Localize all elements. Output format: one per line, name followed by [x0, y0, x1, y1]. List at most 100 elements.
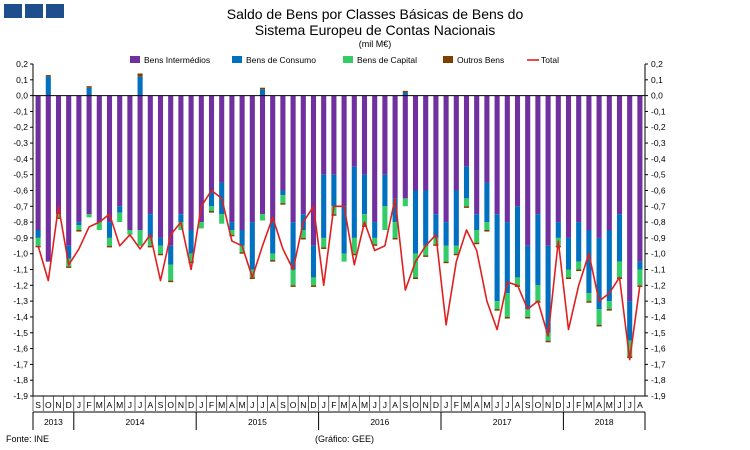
bar-segment — [76, 225, 82, 230]
bar-segment — [178, 214, 184, 223]
bar-segment — [596, 324, 602, 327]
bar-segment — [423, 255, 429, 257]
bar-segment — [280, 203, 286, 205]
bar-segment — [423, 95, 429, 191]
x-tick-label: S — [280, 400, 286, 410]
bar-segment — [229, 222, 235, 230]
x-tick-label: M — [96, 400, 103, 410]
bar-segment — [270, 222, 276, 254]
bar-segment — [229, 230, 235, 235]
bar-segment — [402, 92, 408, 96]
bar-segment — [219, 214, 225, 224]
y-tick-label-left: -1,4 — [13, 312, 28, 322]
bar-segment — [576, 261, 582, 270]
bar-segment — [361, 174, 368, 215]
x-tick-label: F — [86, 400, 91, 410]
x-tick-label: J — [199, 400, 203, 410]
bar-segment — [321, 95, 327, 175]
bar-segment — [86, 95, 92, 215]
bar-segment — [331, 214, 337, 216]
credit-label: (Gráfico: GEE) — [315, 434, 375, 444]
y-tick-label-right: -0,9 — [651, 233, 666, 243]
bar-segment — [627, 95, 633, 302]
bar-segment — [76, 222, 82, 226]
bar-segment — [412, 277, 419, 280]
legend-label: Bens de Consumo — [246, 55, 316, 65]
x-tick-label: S — [525, 400, 531, 410]
x-tick-label: M — [585, 400, 592, 410]
bar-segment — [147, 95, 153, 215]
y-tick-label-right: -1,0 — [651, 249, 666, 259]
y-tick-label-right: 0,2 — [651, 59, 663, 69]
bar-segment — [137, 73, 143, 77]
bar-segment — [290, 285, 296, 287]
y-tick-label-right: -0,5 — [651, 170, 666, 180]
bar-segment — [392, 237, 398, 240]
x-tick-label: J — [128, 400, 132, 410]
legend-swatch — [443, 56, 453, 63]
x-tick-label: F — [331, 400, 336, 410]
bar-segment — [443, 261, 449, 264]
y-tick-label-left: -1,0 — [13, 249, 28, 259]
bar-segment — [188, 95, 194, 231]
bar-segment — [259, 214, 266, 221]
bar-segment — [545, 95, 551, 246]
y-tick-label-left: -1,8 — [13, 375, 28, 385]
y-tick-label-left: -0,8 — [13, 217, 28, 227]
bar-segment — [586, 230, 592, 294]
bar-segment — [259, 89, 266, 96]
bar-segment — [412, 190, 419, 254]
y-tick-label-right: -1,2 — [651, 280, 666, 290]
logo — [4, 4, 64, 18]
x-tick-label: J — [322, 400, 326, 410]
x-tick-label: N — [55, 400, 61, 410]
bar-segment — [55, 214, 62, 218]
legend-swatch — [130, 56, 140, 63]
bar-segment — [372, 244, 378, 246]
bar-segment — [627, 301, 633, 341]
bar-segment — [147, 245, 153, 248]
bar-segment — [382, 174, 388, 207]
year-label: 2015 — [248, 417, 267, 427]
x-tick-label: J — [444, 400, 448, 410]
x-tick-label: F — [209, 400, 214, 410]
bar-segment — [117, 212, 123, 223]
bar-segment — [259, 95, 266, 215]
bar-segment — [453, 190, 459, 246]
bar-segment — [463, 198, 470, 207]
bar-segment — [249, 222, 255, 270]
bar-segment — [239, 245, 245, 253]
bar-segment — [321, 247, 327, 249]
bar-segment — [198, 95, 204, 223]
bar-segment — [514, 277, 521, 286]
bar-segment — [412, 95, 419, 191]
bar-segment — [494, 95, 500, 215]
x-tick-label: A — [351, 400, 357, 410]
bar-segment — [310, 95, 317, 246]
y-tick-label-left: -1,1 — [13, 265, 28, 275]
bar-segment — [565, 269, 572, 278]
year-label: 2018 — [595, 417, 614, 427]
bar-segment — [433, 214, 439, 238]
y-tick-label-left: -0,9 — [13, 233, 28, 243]
bar-segment — [545, 245, 551, 333]
bar-segment — [586, 95, 592, 231]
bar-segment — [127, 95, 133, 231]
year-label: 2013 — [44, 417, 63, 427]
source-label: Fonte: INE — [6, 434, 50, 444]
bar-segment — [321, 237, 327, 248]
bar-segment — [474, 214, 480, 230]
y-tick-label-left: -1,6 — [13, 344, 28, 354]
bar-segment — [55, 95, 62, 215]
bar-segment — [616, 95, 623, 215]
y-tick-label-left: -1,9 — [13, 391, 28, 401]
bar-segment — [576, 269, 582, 272]
y-tick-label-left: -1,2 — [13, 280, 28, 290]
legend-label: Bens de Capital — [357, 55, 417, 65]
bar-segment — [606, 230, 612, 302]
bar-segment — [55, 217, 62, 219]
bar-segment — [423, 190, 429, 246]
x-tick-label: M — [483, 400, 490, 410]
bar-segment — [249, 269, 255, 278]
x-tick-label: M — [341, 400, 348, 410]
